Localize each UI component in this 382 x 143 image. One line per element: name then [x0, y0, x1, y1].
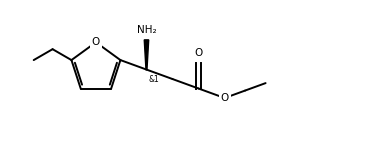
Text: &1: &1: [149, 75, 159, 84]
Text: O: O: [92, 37, 100, 47]
Text: NH₂: NH₂: [137, 25, 156, 35]
Text: O: O: [194, 48, 203, 58]
Text: O: O: [220, 93, 229, 103]
Polygon shape: [144, 40, 149, 69]
